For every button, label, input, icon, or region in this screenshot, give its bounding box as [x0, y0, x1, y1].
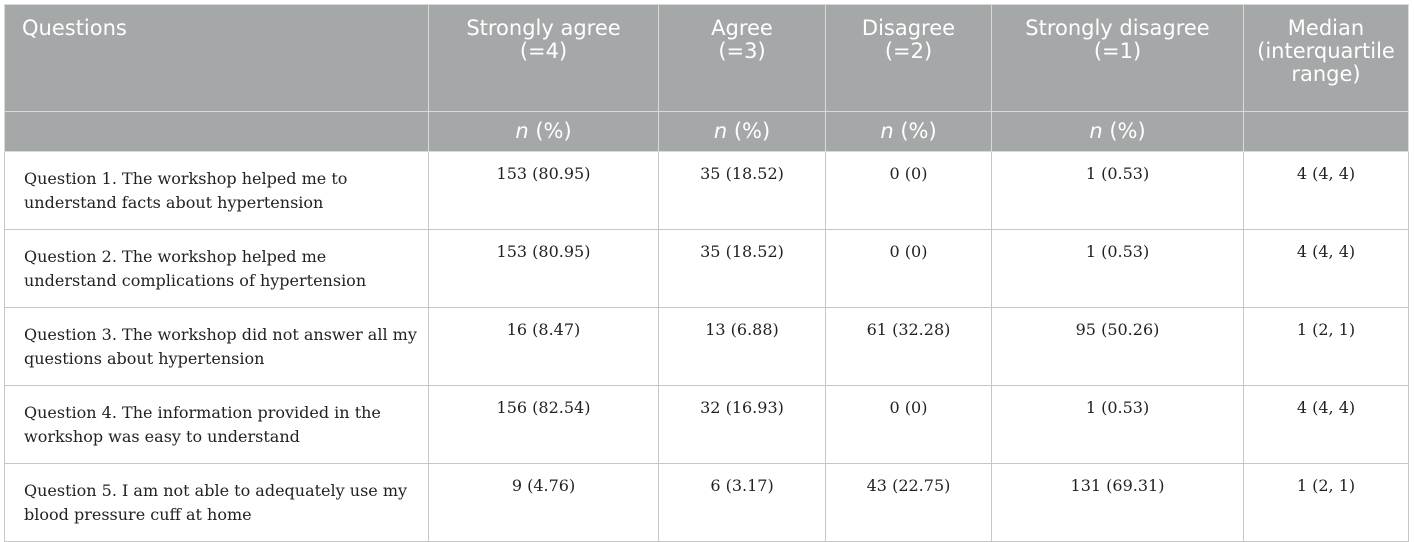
strongly-disagree-cell: 95 (50.26) — [991, 307, 1244, 386]
header-disagree: Disagree (=2) — [825, 4, 992, 112]
header-row: Questions Strongly agree (=4) Agree (=3)… — [4, 4, 1409, 112]
question-cell: Question 4. The information provided in … — [4, 385, 429, 464]
strongly-agree-cell: 16 (8.47) — [428, 307, 659, 386]
table-row: Question 1. The workshop helped me to un… — [4, 151, 1409, 230]
median-cell: 1 (2, 1) — [1243, 307, 1409, 386]
header-strongly-disagree: Strongly disagree (=1) — [991, 4, 1244, 112]
table-row: Question 3. The workshop did not answer … — [4, 307, 1409, 386]
median-cell: 1 (2, 1) — [1243, 463, 1409, 542]
agree-cell: 35 (18.52) — [658, 229, 826, 308]
agree-cell: 13 (6.88) — [658, 307, 826, 386]
header-disagree-code: (=2) — [884, 39, 933, 63]
subheader-disagree: n (%) — [825, 111, 992, 152]
strongly-agree-cell: 156 (82.54) — [428, 385, 659, 464]
n-label: n — [515, 119, 529, 143]
table-row: Question 2. The workshop helped me under… — [4, 229, 1409, 308]
header-strongly-agree-label: Strongly agree — [466, 16, 621, 40]
agree-cell: 6 (3.17) — [658, 463, 826, 542]
disagree-cell: 61 (32.28) — [825, 307, 992, 386]
survey-results-table: Questions Strongly agree (=4) Agree (=3)… — [4, 4, 1409, 542]
subheader-median — [1243, 111, 1409, 152]
question-cell: Question 5. I am not able to adequately … — [4, 463, 429, 542]
pct-label: (%) — [893, 119, 937, 143]
subheader-strongly-agree: n (%) — [428, 111, 659, 152]
n-label: n — [880, 119, 894, 143]
question-cell: Question 2. The workshop helped me under… — [4, 229, 429, 308]
disagree-cell: 0 (0) — [825, 385, 992, 464]
disagree-cell: 0 (0) — [825, 229, 992, 308]
header-agree: Agree (=3) — [658, 4, 826, 112]
subheader-questions — [4, 111, 429, 152]
median-cell: 4 (4, 4) — [1243, 151, 1409, 230]
header-strongly-agree-code: (=4) — [519, 39, 568, 63]
header-strongly-disagree-code: (=1) — [1093, 39, 1142, 63]
header-median-iqr-2: range) — [1291, 62, 1361, 86]
agree-cell: 35 (18.52) — [658, 151, 826, 230]
n-label: n — [713, 119, 728, 143]
strongly-disagree-cell: 1 (0.53) — [991, 151, 1244, 230]
median-cell: 4 (4, 4) — [1243, 385, 1409, 464]
strongly-agree-cell: 153 (80.95) — [428, 151, 659, 230]
header-strongly-disagree-label: Strongly disagree — [1025, 16, 1210, 40]
table-header: Questions Strongly agree (=4) Agree (=3)… — [4, 4, 1409, 152]
n-label: n — [1089, 119, 1103, 143]
question-cell: Question 1. The workshop helped me to un… — [4, 151, 429, 230]
strongly-disagree-cell: 131 (69.31) — [991, 463, 1244, 542]
agree-cell: 32 (16.93) — [658, 385, 826, 464]
disagree-cell: 0 (0) — [825, 151, 992, 230]
header-questions-label: Questions — [22, 16, 127, 40]
header-median-iqr-1: (interquartile — [1257, 39, 1395, 63]
question-cell: Question 3. The workshop did not answer … — [4, 307, 429, 386]
pct-label: (%) — [1102, 119, 1146, 143]
pct-label: (%) — [528, 119, 572, 143]
strongly-agree-cell: 153 (80.95) — [428, 229, 659, 308]
table-row: Question 4. The information provided in … — [4, 385, 1409, 464]
header-agree-label: Agree — [711, 16, 773, 40]
table-body: Question 1. The workshop helped me to un… — [4, 151, 1409, 542]
header-median: Median (interquartile range) — [1243, 4, 1409, 112]
header-questions: Questions — [4, 4, 429, 112]
header-agree-code: (=3) — [718, 39, 766, 63]
disagree-cell: 43 (22.75) — [825, 463, 992, 542]
header-disagree-label: Disagree — [861, 16, 956, 40]
strongly-agree-cell: 9 (4.76) — [428, 463, 659, 542]
median-cell: 4 (4, 4) — [1243, 229, 1409, 308]
strongly-disagree-cell: 1 (0.53) — [991, 229, 1244, 308]
subheader-agree: n (%) — [658, 111, 826, 152]
subheader-strongly-disagree: n (%) — [991, 111, 1244, 152]
pct-label: (%) — [727, 119, 771, 143]
strongly-disagree-cell: 1 (0.53) — [991, 385, 1244, 464]
table-row: Question 5. I am not able to adequately … — [4, 463, 1409, 542]
subheader-row: n (%) n (%) n (%) n (%) — [4, 111, 1409, 152]
header-median-label: Median — [1287, 16, 1365, 40]
header-strongly-agree: Strongly agree (=4) — [428, 4, 659, 112]
